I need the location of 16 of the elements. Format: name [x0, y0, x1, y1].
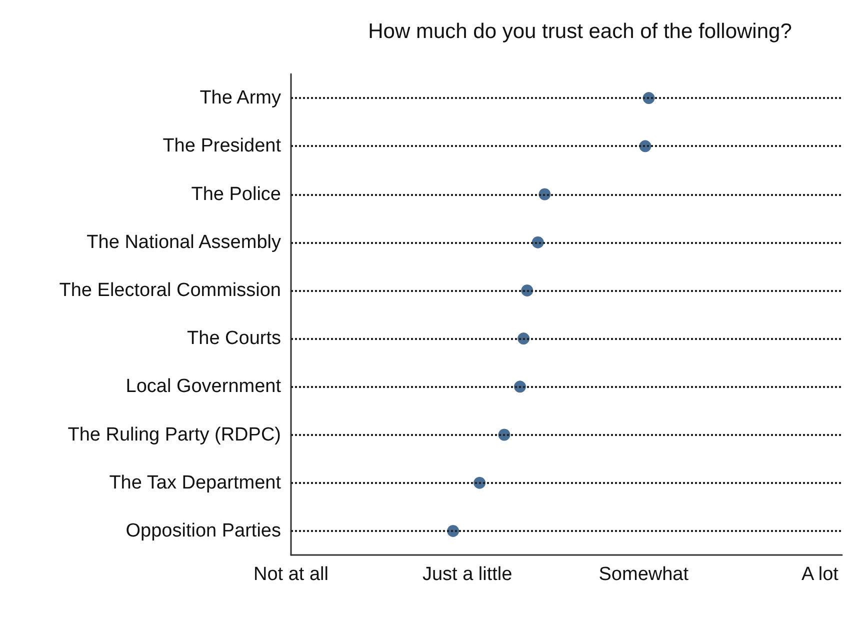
- y-tick-label: The Electoral Commission: [59, 280, 281, 301]
- y-tick-label: The National Assembly: [86, 232, 282, 253]
- chart-title: How much do you trust each of the following?: [368, 20, 792, 43]
- text: Not at all: [254, 564, 328, 585]
- y-tick-label: The Tax Department: [109, 472, 282, 494]
- y-tick-label: The Courts: [187, 328, 281, 350]
- y-tick-label: The Army: [200, 88, 282, 109]
- text: Just a little: [422, 564, 512, 585]
- text: A lot: [801, 564, 840, 585]
- y-tick-label: The President: [162, 136, 282, 157]
- point: [514, 380, 526, 393]
- y-tick-label: The Police: [191, 184, 281, 205]
- y-tick-label: Local Government: [126, 376, 282, 398]
- y-tick-label: The Ruling Party (RDPC): [68, 424, 281, 446]
- text: Somewhat: [598, 564, 690, 585]
- y-tick-label: Opposition Parties: [126, 520, 281, 542]
